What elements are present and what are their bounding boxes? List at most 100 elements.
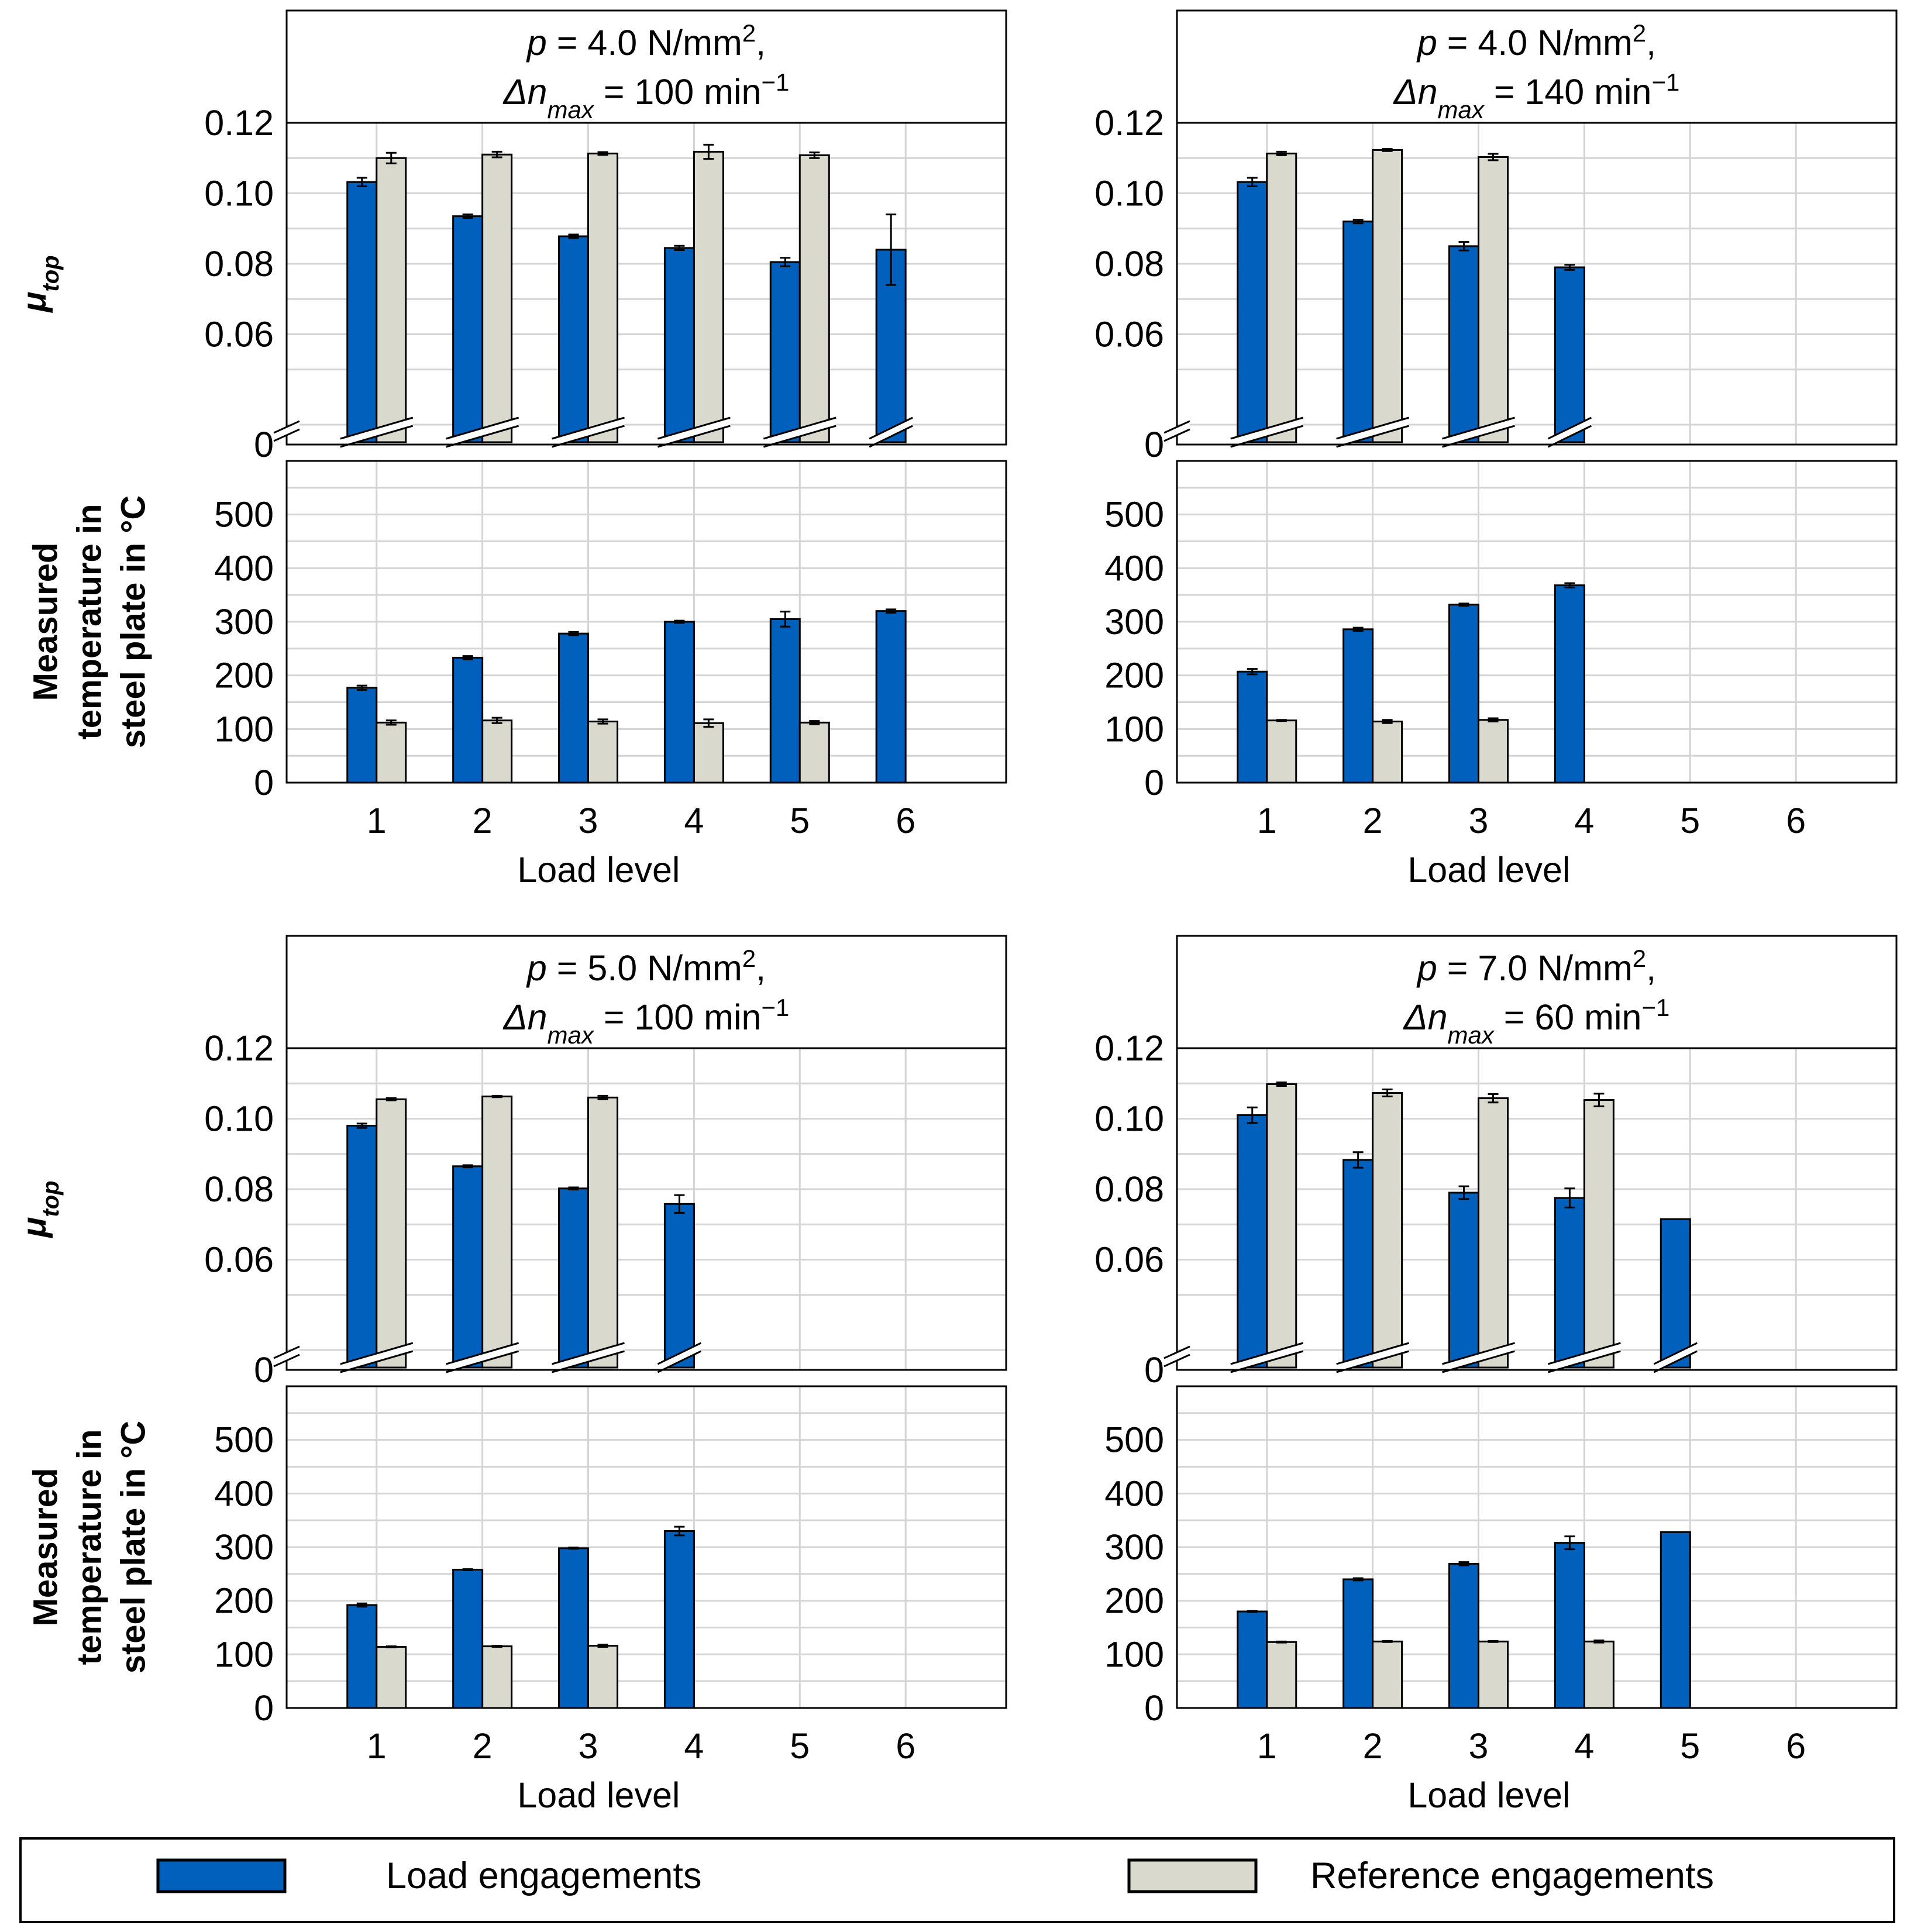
axis-break-slash bbox=[657, 1342, 702, 1365]
mu-y-axis-label: μtop bbox=[15, 255, 64, 313]
temp-y-tick-label: 400 bbox=[214, 1473, 274, 1513]
x-axis-label: Load level bbox=[1407, 850, 1570, 890]
temp-bar-load-level-4 bbox=[1554, 584, 1585, 784]
x-tick-label-level-1: 1 bbox=[1257, 801, 1277, 841]
mu-bar-reference-level-3 bbox=[587, 152, 619, 443]
axis-break-mask bbox=[552, 418, 625, 447]
mu-bar-load-level-3 bbox=[558, 235, 590, 443]
mu-y-axis-symbol: μ bbox=[15, 292, 53, 314]
axis-break-slash bbox=[1230, 425, 1304, 448]
title-line-speed: Δnmax = 100 min−1 bbox=[502, 994, 790, 1049]
title-p-comma: , bbox=[1646, 948, 1656, 988]
temp-y-axis-label-line: steel plate in °C bbox=[114, 495, 152, 749]
x-tick-label-level-3: 3 bbox=[579, 1726, 598, 1766]
mu-y-tick-label: 0 bbox=[254, 425, 274, 464]
axis-break-mask bbox=[1230, 418, 1303, 447]
x-tick-label-level-1: 1 bbox=[367, 801, 387, 841]
chart-panel-top-right: p = 4.0 N/mm2,Δnmax = 140 min−10.120.100… bbox=[1094, 9, 1898, 890]
mu-y-axis-label: μtop bbox=[15, 1180, 64, 1238]
mu-y-tick-label: 0 bbox=[1144, 425, 1164, 464]
title-dn-value: = 100 min bbox=[594, 997, 762, 1037]
temp-y-tick-label: 400 bbox=[1104, 548, 1164, 588]
legend-swatch-reference bbox=[1127, 1858, 1258, 1893]
temp-y-tick-label: 500 bbox=[214, 1420, 274, 1460]
mu-axes-frame bbox=[285, 1047, 1007, 1371]
chart-panel-top-left: p = 4.0 N/mm2,Δnmax = 100 min−10.120.100… bbox=[15, 9, 1007, 890]
temp-bar-load-level-4 bbox=[1554, 1542, 1585, 1709]
mu-y-tick-label: 0 bbox=[1144, 1350, 1164, 1390]
temp-bar-load-level-3 bbox=[1448, 1562, 1480, 1709]
mu-y-tick-label: 0.08 bbox=[1094, 1169, 1164, 1209]
mu-y-tick-label: 0.10 bbox=[1094, 1099, 1164, 1139]
title-p-symbol: p bbox=[526, 948, 547, 988]
y-axis-break-slash bbox=[273, 1354, 300, 1368]
x-tick-label-level-5: 5 bbox=[790, 801, 810, 841]
axis-break-slash bbox=[552, 1342, 625, 1365]
axis-break-slash bbox=[1442, 1350, 1515, 1373]
temp-bar-load-level-1 bbox=[346, 1604, 378, 1709]
axis-break-mask bbox=[657, 418, 731, 447]
y-axis-break-slash bbox=[1163, 428, 1190, 442]
title-p-symbol: p bbox=[1416, 948, 1437, 988]
mu-y-tick-label: 0.12 bbox=[204, 1028, 274, 1068]
mu-y-tick-label: 0.06 bbox=[1094, 1240, 1164, 1280]
temp-y-tick-label: 500 bbox=[1104, 495, 1164, 535]
x-tick-label-level-2: 2 bbox=[1363, 1726, 1383, 1766]
x-tick-label-level-5: 5 bbox=[1680, 801, 1700, 841]
axis-break-slash bbox=[763, 416, 836, 440]
mu-y-tick-label: 0.08 bbox=[204, 1169, 274, 1209]
x-tick-label-level-5: 5 bbox=[1680, 1726, 1700, 1766]
y-axis-break-slash bbox=[273, 428, 300, 442]
mu-y-tick-label: 0.06 bbox=[1094, 315, 1164, 354]
axis-break-slash bbox=[1547, 416, 1592, 440]
axis-break-mask bbox=[1548, 418, 1592, 447]
temp-axes-frame bbox=[1176, 1385, 1898, 1709]
mu-bar-load-level-5 bbox=[1660, 1218, 1691, 1369]
x-tick-label-level-6: 6 bbox=[1786, 1726, 1806, 1766]
title-line-speed: Δnmax = 140 min−1 bbox=[1393, 68, 1680, 123]
mu-bar-load-level-5 bbox=[769, 261, 801, 443]
title-dn-symbol: Δn bbox=[502, 997, 548, 1037]
mu-y-tick-label: 0.12 bbox=[1094, 1028, 1164, 1068]
axis-break-mask bbox=[657, 1343, 701, 1372]
mu-bar-reference-level-1 bbox=[376, 157, 407, 443]
title-p-value: = 4.0 N/mm bbox=[547, 23, 742, 63]
axis-break-mask bbox=[446, 418, 519, 447]
temp-bar-reference-level-2 bbox=[481, 719, 513, 784]
title-p-symbol: p bbox=[1416, 23, 1437, 63]
title-dn-symbol: Δn bbox=[1393, 72, 1438, 112]
x-tick-label-level-6: 6 bbox=[896, 1726, 915, 1766]
axis-break-mask bbox=[340, 418, 413, 447]
axis-break-slash bbox=[657, 416, 731, 440]
temp-axes-frame bbox=[285, 460, 1007, 784]
temp-y-tick-label: 0 bbox=[254, 1688, 274, 1728]
title-dn-value: = 140 min bbox=[1484, 72, 1652, 112]
x-tick-label-level-5: 5 bbox=[790, 1726, 810, 1766]
axis-break-slash bbox=[446, 416, 519, 440]
temp-y-axis-label-line: temperature in bbox=[70, 1430, 108, 1665]
x-tick-label-level-2: 2 bbox=[473, 801, 493, 841]
x-tick-label-level-1: 1 bbox=[1257, 1726, 1277, 1766]
x-tick-label-level-4: 4 bbox=[1574, 801, 1594, 841]
mu-bar-reference-level-1 bbox=[1266, 1083, 1297, 1369]
mu-bar-reference-level-4 bbox=[1583, 1099, 1614, 1369]
axis-break-slash bbox=[657, 1350, 702, 1373]
axis-break-mask bbox=[1442, 1343, 1515, 1372]
y-axis-break-slash bbox=[1163, 1354, 1190, 1368]
temp-y-axis-label-line: Measured bbox=[26, 1468, 64, 1627]
temp-bar-reference-level-4 bbox=[1583, 1640, 1614, 1709]
axis-break-mask bbox=[1336, 1343, 1409, 1372]
mu-axes-frame bbox=[285, 122, 1007, 446]
temp-bar-reference-level-3 bbox=[587, 721, 619, 784]
temp-y-tick-label: 500 bbox=[214, 495, 274, 535]
temp-y-tick-label: 400 bbox=[214, 548, 274, 588]
title-p-comma: , bbox=[756, 23, 766, 63]
title-box bbox=[285, 9, 1007, 124]
mu-bar-load-level-2 bbox=[1342, 221, 1374, 443]
temp-y-axis-label-line: Measured bbox=[26, 543, 64, 701]
x-tick-label-level-4: 4 bbox=[684, 1726, 704, 1766]
mu-bar-reference-level-4 bbox=[693, 150, 724, 443]
temp-y-tick-label: 100 bbox=[214, 1634, 274, 1674]
chart-panels: p = 4.0 N/mm 2, Δnmax = 100 min−1 0.12 0.10 0… bbox=[15, 9, 1898, 1815]
mu-y-tick-label: 0.10 bbox=[204, 174, 274, 213]
